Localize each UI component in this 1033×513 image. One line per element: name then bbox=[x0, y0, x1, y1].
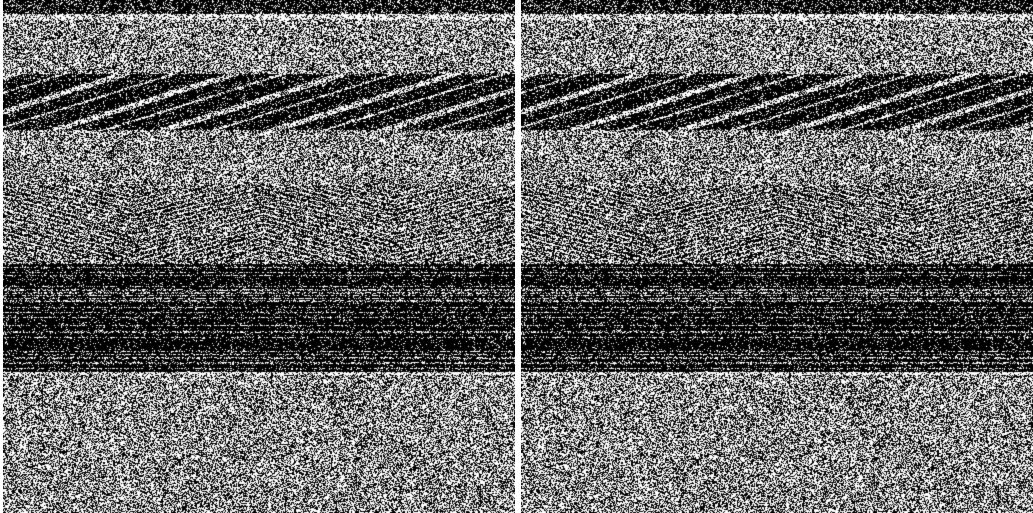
noise-panel-left bbox=[3, 0, 515, 513]
noise-canvas-right bbox=[521, 0, 1033, 513]
noise-panel-right bbox=[521, 0, 1033, 513]
noise-canvas-left bbox=[3, 0, 515, 513]
